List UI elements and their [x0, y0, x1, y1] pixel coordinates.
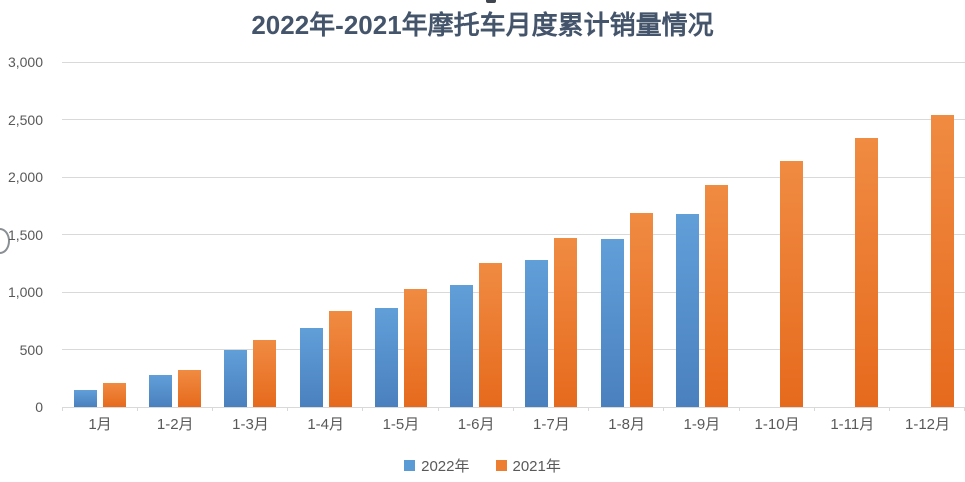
gridline [62, 119, 965, 120]
bar-2021年-1-3月 [253, 339, 277, 407]
x-tick-mark [136, 407, 138, 411]
y-tick-label: 1,500 [7, 226, 43, 243]
y-tick-label: 2,500 [7, 111, 43, 128]
gridline [62, 234, 965, 235]
bar-2021年-1-2月 [178, 370, 202, 407]
x-tick-mark [362, 407, 364, 411]
legend-label-2022: 2022年 [421, 458, 470, 475]
y-tick-label: 2,000 [7, 169, 43, 185]
y-tick-label: 1,000 [7, 284, 43, 300]
bar-2022年-1-6月 [450, 284, 474, 407]
x-tick-mark [813, 407, 815, 411]
x-tick-label: 1-11月 [830, 416, 875, 433]
legend-swatch-2021 [495, 460, 507, 471]
bar-2021年-1-12月 [930, 115, 954, 407]
x-tick-label: 1-2月 [156, 416, 194, 433]
chart-title: 2022年-2021年摩托车月度累计销量情况 [251, 10, 714, 40]
gridline [62, 349, 965, 350]
x-tick-mark [211, 407, 213, 411]
gridline [62, 61, 965, 63]
x-tick-label: 1-12月 [905, 416, 951, 433]
x-tick-label: 1-8月 [608, 416, 645, 433]
x-tick-mark [663, 407, 665, 411]
x-tick-label: 1-10月 [754, 416, 800, 433]
x-tick-label: 1-4月 [307, 416, 345, 433]
bar-2022年-1月 [74, 390, 97, 407]
x-tick-label: 1-5月 [382, 416, 420, 433]
bar-2022年-1-9月 [675, 214, 699, 407]
x-tick-mark [512, 407, 514, 411]
legend-label-2021: 2021年 [512, 458, 561, 475]
bar-2022年-1-5月 [374, 308, 398, 407]
legend-item-2022: 2022年 [404, 455, 470, 476]
y-tick-label: 3,000 [7, 54, 43, 70]
x-tick-label: 1-7月 [533, 416, 570, 433]
bar-2021年-1月 [103, 383, 126, 407]
bar-2021年-1-7月 [554, 237, 578, 407]
bar-2021年-1-6月 [479, 263, 503, 407]
x-tick-label: 1-9月 [683, 416, 721, 433]
bar-2021年-1-9月 [704, 185, 728, 407]
legend-swatch-2022 [404, 460, 416, 471]
x-tick-label: 1-3月 [232, 416, 269, 433]
bar-2022年-1-3月 [224, 350, 248, 407]
bar-2022年-1-7月 [525, 259, 549, 407]
bar-2022年-1-4月 [299, 328, 323, 407]
cropped-text-artifact [486, 0, 496, 3]
bar-2021年-1-5月 [403, 288, 427, 407]
x-tick-mark [287, 407, 289, 411]
x-tick-mark [738, 407, 740, 411]
bar-2021年-1-4月 [328, 310, 352, 407]
bar-2021年-1-11月 [855, 138, 879, 407]
y-tick-label: 0 [35, 399, 43, 415]
bar-2022年-1-8月 [600, 239, 624, 407]
y-tick-label: 500 [19, 341, 43, 358]
legend-item-2021: 2021年 [495, 455, 561, 476]
gridline [62, 176, 965, 178]
x-tick-mark [437, 407, 439, 411]
x-tick-mark [889, 407, 891, 411]
x-tick-mark [61, 407, 63, 411]
bar-2022年-1-2月 [149, 375, 173, 407]
x-tick-label: 1-6月 [457, 416, 495, 433]
x-tick-mark [588, 407, 590, 411]
bar-2021年-1-8月 [629, 212, 653, 407]
gridline [62, 291, 965, 293]
legend: 2022年 2021年 [0, 455, 965, 476]
x-tick-label: 1月 [88, 416, 112, 433]
bar-2021年-1-10月 [780, 160, 804, 407]
